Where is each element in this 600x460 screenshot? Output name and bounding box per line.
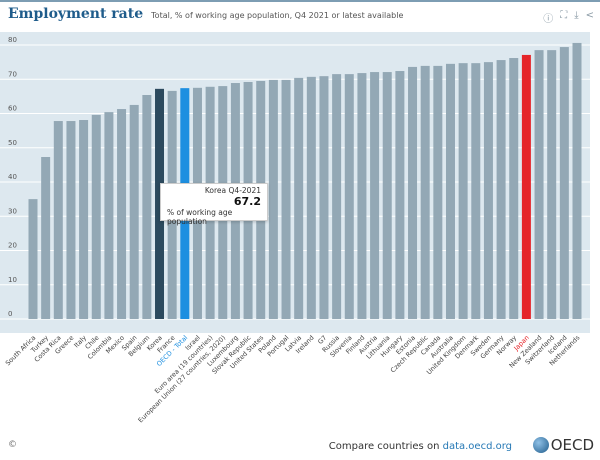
bar[interactable] [559,47,569,320]
bar[interactable] [370,72,380,320]
bar[interactable] [521,54,531,320]
bar[interactable] [155,88,165,319]
y-tick-label: 80 [8,36,17,44]
copyright: © [8,440,17,450]
bar[interactable] [420,65,430,319]
bar[interactable] [79,120,89,319]
bar[interactable] [28,199,38,319]
toolbar: ⓘ ⛶ ⤓ < [543,10,594,25]
fullscreen-icon[interactable]: ⛶ [560,10,568,21]
info-icon[interactable]: ⓘ [543,14,554,25]
chart-subtitle: Total, % of working age population, Q4 2… [151,11,404,20]
bar[interactable] [433,65,443,319]
tooltip-value: 67.2 [233,195,261,208]
bar[interactable] [496,60,506,319]
oecd-logo[interactable]: OECD [532,436,594,454]
bar[interactable] [509,58,519,319]
bar[interactable] [319,76,329,319]
bar[interactable] [471,63,481,320]
header: Employment rate Total, % of working age … [8,6,403,28]
compare-text: Compare countries on data.oecd.org [329,441,512,452]
bar[interactable] [294,77,304,319]
y-tick-label: 70 [8,70,17,78]
bar[interactable] [357,73,367,320]
data-link[interactable]: data.oecd.org [442,441,512,452]
y-tick-label: 40 [8,173,17,181]
bar[interactable] [445,63,455,320]
bar[interactable] [547,50,557,319]
y-tick-label: 10 [8,276,17,284]
bar[interactable] [306,76,316,319]
globe-icon [532,437,549,453]
bar[interactable] [91,114,101,320]
bar[interactable] [395,71,405,319]
bar[interactable] [572,42,582,319]
bar[interactable] [281,79,291,319]
bar[interactable] [104,112,114,319]
bar[interactable] [534,50,544,319]
bar[interactable] [41,156,51,319]
bar[interactable] [268,79,278,319]
bar[interactable] [117,109,127,319]
y-tick-label: 0 [8,310,12,318]
bar[interactable] [53,121,63,319]
y-tick-label: 50 [8,139,17,147]
bar[interactable] [458,63,468,320]
tooltip-unit: % of working age population [167,208,233,226]
share-icon[interactable]: < [585,10,594,21]
bar[interactable] [66,121,76,319]
tooltip-label: Korea Q4-2021 [204,186,261,195]
bar[interactable] [129,104,139,319]
bar[interactable] [483,62,493,319]
download-icon[interactable]: ⤓ [574,10,579,21]
y-tick-label: 20 [8,242,17,250]
footer: © Compare countries on data.oecd.org OEC… [0,432,600,460]
bar[interactable] [408,66,418,319]
compare-label: Compare countries on [328,441,440,452]
tooltip: Korea Q4-2021 67.2 % of working age popu… [160,183,268,226]
bar[interactable] [382,72,392,320]
y-tick-label: 60 [8,105,17,113]
bar[interactable] [332,74,342,319]
chart-title: Employment rate [8,6,144,22]
y-tick-label: 30 [8,207,17,215]
logo-text: OECD [550,436,594,454]
bar[interactable] [142,95,152,319]
bar[interactable] [344,74,354,319]
